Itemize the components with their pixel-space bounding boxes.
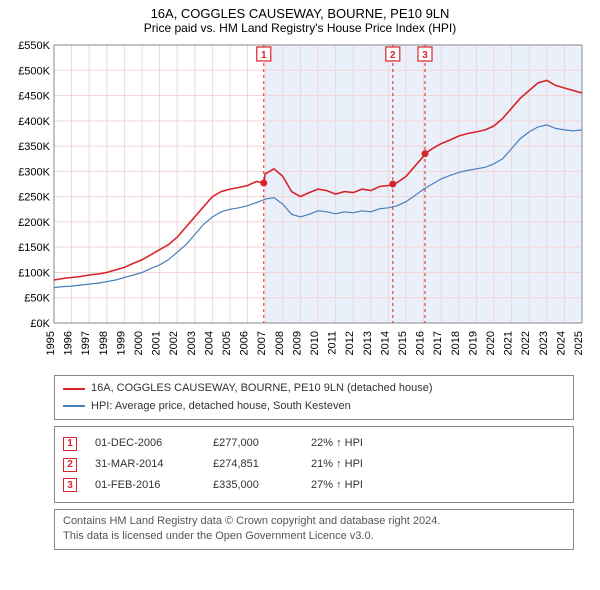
svg-text:2020: 2020 (485, 331, 497, 355)
marker-data-table: 1 01-DEC-2006 £277,000 22% ↑ HPI 2 31-MAR-201… (54, 426, 574, 503)
svg-text:2008: 2008 (274, 331, 286, 355)
legend-label-a: 16A, COGGLES CAUSEWAY, BOURNE, PE10 9LN … (91, 380, 433, 398)
svg-text:2025: 2025 (573, 331, 585, 355)
table-marker-icon: 3 (63, 478, 77, 492)
table-marker-icon: 1 (63, 437, 77, 451)
svg-text:1998: 1998 (98, 331, 110, 355)
plot-area: £0K £50K £100K £150K £200K £250K £300K £350K £40… (10, 39, 590, 369)
footnote-line-2: This data is licensed under the Open Gov… (63, 529, 565, 544)
table-row: 2 31-MAR-2014 £274,851 21% ↑ HPI (63, 454, 565, 475)
svg-text:2003: 2003 (186, 331, 198, 355)
svg-text:£350K: £350K (18, 141, 50, 153)
svg-text:£0K: £0K (30, 318, 50, 330)
legend-swatch-b (63, 405, 85, 407)
svg-text:2004: 2004 (203, 331, 215, 355)
legend-label-b: HPI: Average price, detached house, Sout… (91, 398, 351, 416)
table-marker-icon: 2 (63, 458, 77, 472)
svg-text:£150K: £150K (18, 242, 50, 254)
svg-text:2023: 2023 (538, 331, 550, 355)
svg-text:1995: 1995 (45, 331, 57, 355)
table-pct: 22% ↑ HPI (311, 433, 401, 454)
svg-text:2002: 2002 (168, 331, 180, 355)
svg-text:2005: 2005 (221, 331, 233, 355)
table-date: 01-FEB-2016 (95, 475, 195, 496)
svg-text:£300K: £300K (18, 166, 50, 178)
legend-item-b: HPI: Average price, detached house, Sout… (63, 398, 565, 416)
svg-text:1999: 1999 (115, 331, 127, 355)
chart-title: 16A, COGGLES CAUSEWAY, BOURNE, PE10 9LN (10, 6, 590, 21)
svg-text:2013: 2013 (362, 331, 374, 355)
svg-text:£100K: £100K (18, 267, 50, 279)
legend-swatch-a (63, 388, 85, 390)
svg-text:£200K: £200K (18, 217, 50, 229)
table-price: £335,000 (213, 475, 293, 496)
svg-text:£500K: £500K (18, 65, 50, 77)
svg-text:1997: 1997 (80, 331, 92, 355)
svg-text:£50K: £50K (24, 293, 50, 305)
house-price-chart: 16A, COGGLES CAUSEWAY, BOURNE, PE10 9LN … (0, 0, 600, 554)
table-pct: 21% ↑ HPI (311, 454, 401, 475)
svg-text:2019: 2019 (467, 331, 479, 355)
svg-text:2014: 2014 (379, 331, 391, 355)
svg-text:£250K: £250K (18, 192, 50, 204)
chart-svg: £0K £50K £100K £150K £200K £250K £300K £350K £40… (10, 39, 590, 369)
svg-text:2009: 2009 (291, 331, 303, 355)
legend: 16A, COGGLES CAUSEWAY, BOURNE, PE10 9LN … (54, 375, 574, 420)
table-pct: 27% ↑ HPI (311, 475, 401, 496)
svg-text:3: 3 (422, 50, 428, 61)
footnote-line-1: Contains HM Land Registry data © Crown c… (63, 514, 565, 529)
table-price: £277,000 (213, 433, 293, 454)
svg-text:2006: 2006 (239, 331, 251, 355)
svg-text:2017: 2017 (432, 331, 444, 355)
svg-text:2: 2 (390, 50, 396, 61)
svg-text:2022: 2022 (520, 331, 532, 355)
svg-text:£550K: £550K (18, 40, 50, 52)
chart-subtitle: Price paid vs. HM Land Registry's House … (10, 21, 590, 35)
svg-text:2007: 2007 (256, 331, 268, 355)
svg-text:2018: 2018 (450, 331, 462, 355)
table-row: 1 01-DEC-2006 £277,000 22% ↑ HPI (63, 433, 565, 454)
svg-text:£400K: £400K (18, 116, 50, 128)
svg-text:2015: 2015 (397, 331, 409, 355)
svg-text:2024: 2024 (555, 331, 567, 355)
svg-text:2012: 2012 (344, 331, 356, 355)
svg-text:2001: 2001 (151, 331, 163, 355)
svg-text:2010: 2010 (309, 331, 321, 355)
svg-text:2000: 2000 (133, 331, 145, 355)
svg-text:£450K: £450K (18, 91, 50, 103)
svg-text:2021: 2021 (503, 331, 515, 355)
svg-text:1: 1 (261, 50, 267, 61)
table-price: £274,851 (213, 454, 293, 475)
svg-text:1996: 1996 (63, 331, 75, 355)
table-date: 01-DEC-2006 (95, 433, 195, 454)
legend-item-a: 16A, COGGLES CAUSEWAY, BOURNE, PE10 9LN … (63, 380, 565, 398)
svg-text:2016: 2016 (415, 331, 427, 355)
table-row: 3 01-FEB-2016 £335,000 27% ↑ HPI (63, 475, 565, 496)
svg-text:2011: 2011 (327, 331, 339, 355)
footnote: Contains HM Land Registry data © Crown c… (54, 509, 574, 550)
table-date: 31-MAR-2014 (95, 454, 195, 475)
